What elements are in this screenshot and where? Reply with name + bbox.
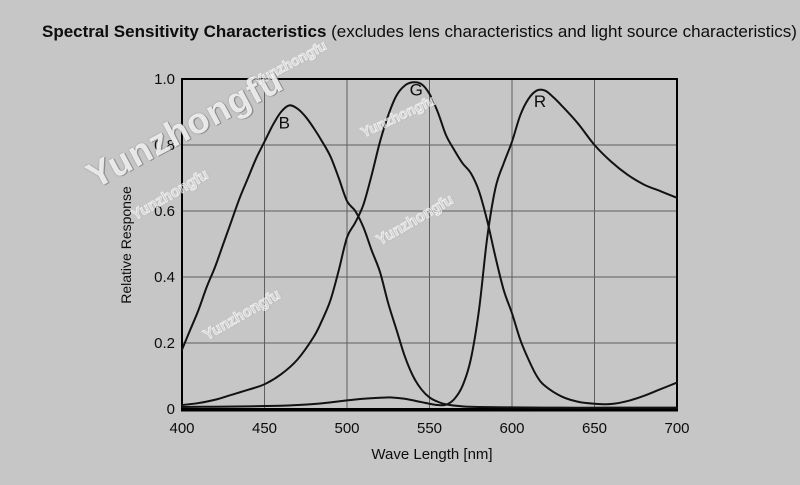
curve-B (181, 104, 678, 409)
curve-label-B: B (279, 114, 290, 133)
curve-label-R: R (534, 92, 546, 111)
x-tick-label: 600 (499, 420, 524, 437)
y-tick-label: 1.0 (154, 71, 175, 88)
x-axis-label: Wave Length [nm] (371, 446, 493, 463)
x-tick-label: 500 (334, 420, 359, 437)
y-tick-label: 0.2 (154, 335, 175, 352)
curve-G (181, 81, 678, 407)
y-tick-label: 0.4 (154, 269, 175, 286)
chart-title-sub: (excludes lens characteristics and light… (326, 22, 797, 41)
y-tick-label: 0 (167, 401, 175, 418)
x-tick-label: 700 (664, 420, 689, 437)
x-tick-label: 650 (582, 420, 607, 437)
curve-R (181, 88, 678, 409)
curve-label-G: G (410, 81, 423, 100)
y-axis-label: Relative Response (118, 186, 134, 304)
x-tick-label: 450 (252, 420, 277, 437)
y-tick-label: 0.6 (154, 203, 175, 220)
chart-title-main: Spectral Sensitivity Characteristics (42, 22, 327, 41)
x-tick-label: 550 (417, 420, 442, 437)
x-tick-label: 400 (169, 420, 194, 437)
y-tick-label: 0.8 (154, 137, 175, 154)
x-axis-line (181, 408, 678, 412)
chart-title: Spectral Sensitivity Characteristics (ex… (42, 22, 797, 42)
